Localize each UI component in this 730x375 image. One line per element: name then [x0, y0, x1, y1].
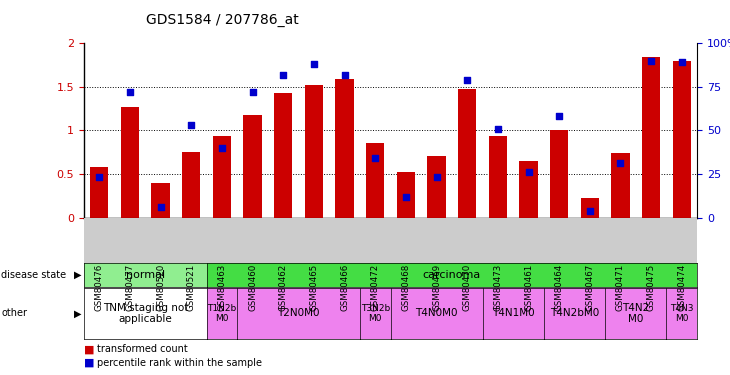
Point	[277, 72, 289, 78]
Bar	[611, 153, 630, 218]
Point	[400, 194, 412, 200]
Point	[216, 145, 228, 151]
Point	[645, 57, 657, 63]
Text: T4N1M0: T4N1M0	[492, 309, 534, 318]
Bar	[274, 93, 293, 218]
Text: T1N2b
M0: T1N2b M0	[207, 304, 237, 323]
Point	[492, 126, 504, 132]
Point	[461, 77, 473, 83]
Text: T4N3
M0: T4N3 M0	[670, 304, 693, 323]
Text: T4N0M0: T4N0M0	[415, 309, 458, 318]
Point	[523, 169, 534, 175]
Point	[185, 122, 197, 128]
Text: T4N2bM0: T4N2bM0	[550, 309, 599, 318]
Point	[369, 155, 381, 161]
Bar	[550, 130, 569, 218]
Point	[155, 204, 166, 210]
Text: ■: ■	[84, 358, 94, 368]
Text: ▶: ▶	[74, 270, 82, 280]
Bar	[427, 156, 446, 218]
Text: ■: ■	[84, 345, 94, 354]
Bar	[243, 116, 262, 218]
Text: T3N2b
M0: T3N2b M0	[361, 304, 390, 323]
Bar	[212, 136, 231, 218]
Text: ▶: ▶	[74, 309, 82, 318]
Point	[584, 207, 596, 213]
Text: TNM staging not
applicable: TNM staging not applicable	[103, 303, 188, 324]
Text: disease state: disease state	[1, 270, 66, 280]
Point	[339, 72, 350, 78]
Text: other: other	[1, 309, 28, 318]
Bar	[90, 167, 109, 218]
Bar	[335, 79, 354, 218]
Point	[93, 174, 105, 180]
Point	[247, 89, 258, 95]
Point	[676, 59, 688, 65]
Bar	[396, 172, 415, 217]
Point	[124, 89, 136, 95]
Bar	[120, 107, 139, 218]
Text: T2N0M0: T2N0M0	[277, 309, 320, 318]
Bar	[151, 183, 170, 218]
Point	[431, 174, 442, 180]
Text: normal: normal	[126, 270, 165, 280]
Text: percentile rank within the sample: percentile rank within the sample	[97, 358, 262, 368]
Point	[615, 160, 626, 166]
Bar	[488, 136, 507, 218]
Bar	[458, 89, 477, 218]
Bar	[672, 62, 691, 217]
Bar	[519, 161, 538, 218]
Bar	[182, 152, 201, 217]
Bar	[304, 85, 323, 218]
Text: transformed count: transformed count	[97, 345, 188, 354]
Bar	[580, 198, 599, 217]
Text: T4N2
M0: T4N2 M0	[622, 303, 650, 324]
Bar	[642, 57, 661, 217]
Point	[553, 113, 565, 119]
Point	[308, 61, 320, 67]
Text: carcinoma: carcinoma	[423, 270, 481, 280]
Text: GDS1584 / 207786_at: GDS1584 / 207786_at	[146, 13, 299, 27]
Bar	[366, 142, 385, 218]
